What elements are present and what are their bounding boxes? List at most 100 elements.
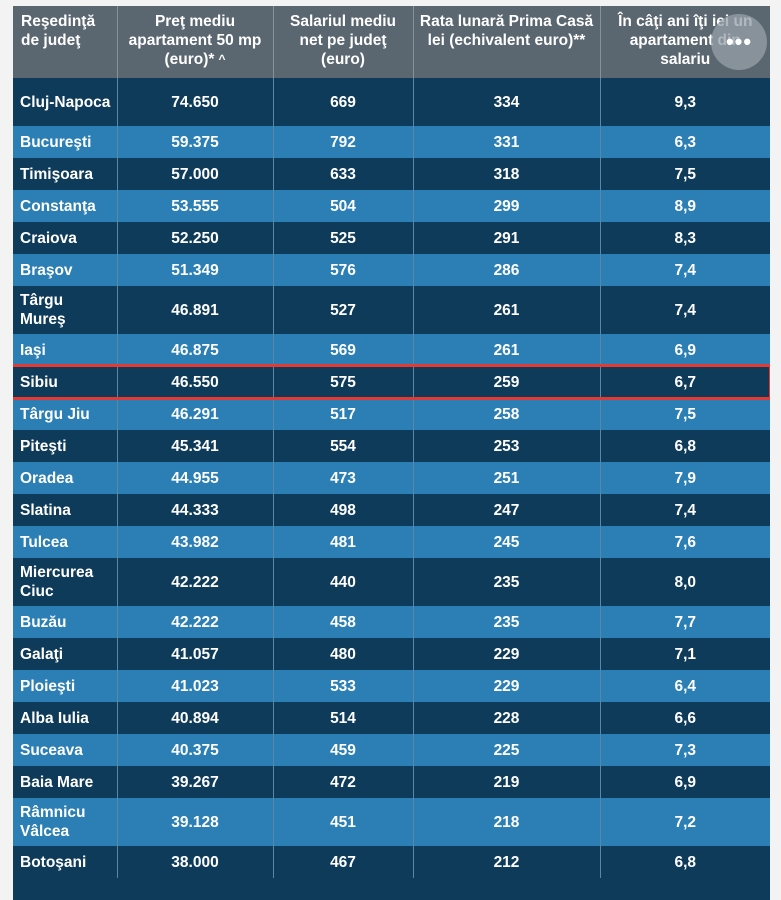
cell-salary: 575 xyxy=(273,366,414,398)
cell-rate: 291 xyxy=(413,222,601,254)
cell-rate: 228 xyxy=(413,702,601,734)
cell-rate: 299 xyxy=(413,190,601,222)
cell-price: 59.375 xyxy=(117,126,274,158)
cell-salary: 669 xyxy=(273,78,414,126)
cell-price: 41.023 xyxy=(117,670,274,702)
cell-salary: 473 xyxy=(273,462,414,494)
table-row: Cluj-Napoca 74.650 669 334 9,3 xyxy=(13,78,770,126)
cell-price: 57.000 xyxy=(117,158,274,190)
column-header-salary[interactable]: Salariul mediu net pe judeţ (euro) xyxy=(273,6,414,78)
cell-city: Suceava xyxy=(13,734,118,766)
cell-rate: 245 xyxy=(413,526,601,558)
cell-years: 7,7 xyxy=(600,606,770,638)
cell-salary: 792 xyxy=(273,126,414,158)
cell-years: 7,2 xyxy=(600,798,770,846)
cell-years: 7,4 xyxy=(600,254,770,286)
cell-salary: 633 xyxy=(273,158,414,190)
cell-rate: 229 xyxy=(413,638,601,670)
column-header-city[interactable]: Reşedinţă de judeţ xyxy=(13,6,118,78)
cell-price: 42.222 xyxy=(117,558,274,606)
cell-price: 46.875 xyxy=(117,334,274,366)
cell-city: Oradea xyxy=(13,462,118,494)
cell-years: 7,5 xyxy=(600,158,770,190)
cell-years: 9,3 xyxy=(600,78,770,126)
cell-city: Craiova xyxy=(13,222,118,254)
cell-city: Buzău xyxy=(13,606,118,638)
table-row: Braşov 51.349 576 286 7,4 xyxy=(13,254,770,286)
cell-price: 53.555 xyxy=(117,190,274,222)
cell-city: Timişoara xyxy=(13,158,118,190)
cell-rate: 251 xyxy=(413,462,601,494)
cell-price: 41.057 xyxy=(117,638,274,670)
cell-rate: 258 xyxy=(413,398,601,430)
cell-years: 7,5 xyxy=(600,398,770,430)
cell-rate: 235 xyxy=(413,558,601,606)
cell-years: 7,4 xyxy=(600,286,770,334)
cell-rate: 331 xyxy=(413,126,601,158)
cell-price: 44.955 xyxy=(117,462,274,494)
cell-years: 7,1 xyxy=(600,638,770,670)
cell-salary: 554 xyxy=(273,430,414,462)
cell-salary: 472 xyxy=(273,766,414,798)
table-container: Reşedinţă de judeţ Preţ mediu apartament… xyxy=(13,6,770,900)
cell-years: 7,4 xyxy=(600,494,770,526)
column-header-price[interactable]: Preţ mediu apartament 50 mp (euro)* ^ xyxy=(117,6,274,78)
cell-years: 6,9 xyxy=(600,334,770,366)
cell-city: Slatina xyxy=(13,494,118,526)
cell-years: 7,6 xyxy=(600,526,770,558)
table-row: Tulcea 43.982 481 245 7,6 xyxy=(13,526,770,558)
cell-salary: 480 xyxy=(273,638,414,670)
cell-rate: 219 xyxy=(413,766,601,798)
cell-rate: 225 xyxy=(413,734,601,766)
table-row: Oradea 44.955 473 251 7,9 xyxy=(13,462,770,494)
cell-rate: 334 xyxy=(413,78,601,126)
cell-years: 6,4 xyxy=(600,670,770,702)
table-row: Slatina 44.333 498 247 7,4 xyxy=(13,494,770,526)
cell-price: 46.550 xyxy=(117,366,274,398)
cell-rate: 259 xyxy=(413,366,601,398)
cell-salary: 481 xyxy=(273,526,414,558)
table-row: Piteşti 45.341 554 253 6,8 xyxy=(13,430,770,462)
table-row: Botoşani 38.000 467 212 6,8 xyxy=(13,846,770,878)
cell-salary: 569 xyxy=(273,334,414,366)
cell-salary: 576 xyxy=(273,254,414,286)
cell-city: Botoşani xyxy=(13,846,118,878)
more-options-button[interactable]: ••• xyxy=(711,14,767,70)
table-body: Cluj-Napoca 74.650 669 334 9,3 Bucureşti 59.37… xyxy=(13,78,770,878)
cell-rate: 247 xyxy=(413,494,601,526)
cell-years: 6,8 xyxy=(600,430,770,462)
table-row: Miercurea Ciuc 42.222 440 235 8,0 xyxy=(13,558,770,606)
cell-price: 43.982 xyxy=(117,526,274,558)
cell-city: Braşov xyxy=(13,254,118,286)
column-header-rate[interactable]: Rata lunară Prima Casă lei (echivalent e… xyxy=(413,6,601,78)
cell-city: Ploieşti xyxy=(13,670,118,702)
cell-city: Constanţa xyxy=(13,190,118,222)
cell-years: 6,8 xyxy=(600,846,770,878)
cell-rate: 253 xyxy=(413,430,601,462)
cell-city: Tulcea xyxy=(13,526,118,558)
cell-salary: 467 xyxy=(273,846,414,878)
table-row: Iaşi 46.875 569 261 6,9 xyxy=(13,334,770,366)
header-row: Reşedinţă de judeţ Preţ mediu apartament… xyxy=(13,6,770,78)
cell-rate: 318 xyxy=(413,158,601,190)
cell-years: 6,6 xyxy=(600,702,770,734)
table-row: Alba Iulia 40.894 514 228 6,6 xyxy=(13,702,770,734)
table-row: Buzău 42.222 458 235 7,7 xyxy=(13,606,770,638)
table-row: Sibiu 46.550 575 259 6,7 xyxy=(13,366,770,398)
cell-salary: 517 xyxy=(273,398,414,430)
cell-years: 8,9 xyxy=(600,190,770,222)
cell-price: 40.375 xyxy=(117,734,274,766)
cell-years: 6,3 xyxy=(600,126,770,158)
table-row: Ploieşti 41.023 533 229 6,4 xyxy=(13,670,770,702)
cell-salary: 504 xyxy=(273,190,414,222)
cell-salary: 514 xyxy=(273,702,414,734)
cell-price: 52.250 xyxy=(117,222,274,254)
cell-price: 46.891 xyxy=(117,286,274,334)
table-row: Târgu Jiu 46.291 517 258 7,5 xyxy=(13,398,770,430)
cell-city: Baia Mare xyxy=(13,766,118,798)
cell-rate: 261 xyxy=(413,286,601,334)
cell-salary: 440 xyxy=(273,558,414,606)
cell-years: 7,3 xyxy=(600,734,770,766)
cell-city: Alba Iulia xyxy=(13,702,118,734)
cell-salary: 458 xyxy=(273,606,414,638)
